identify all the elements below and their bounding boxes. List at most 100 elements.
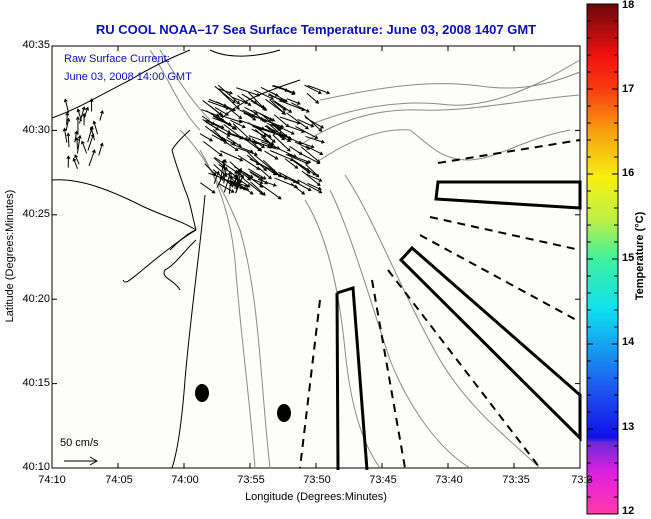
coastline [51,49,301,469]
restricted-zones [335,180,582,471]
current-vector [220,150,244,162]
current-vector [236,87,261,97]
current-vector [78,106,86,124]
current-vectors [62,84,331,200]
current-vector [216,175,224,188]
current-vector [63,98,70,113]
current-vector [260,86,279,97]
current-vector [260,136,277,150]
current-vector [210,105,224,118]
current-vector [269,124,282,136]
colorbar-tick-label: 18 [622,0,635,11]
current-vector [297,179,323,194]
current-vector [301,170,321,186]
current-vector [258,112,276,122]
current-vector [88,149,96,167]
current-vector [219,158,226,181]
current-vector [226,136,242,148]
x-axis-title: Longitude (Degrees:Minutes) [245,491,387,503]
current-vector [295,125,319,139]
current-vector [251,128,267,138]
current-vector [262,159,282,178]
current-vector [223,170,232,193]
current-vector [200,182,216,194]
current-vector [261,114,282,132]
y-tick-label: 40:10 [22,461,50,473]
current-vector [227,132,244,140]
x-tick-label: 74:00 [171,474,199,486]
current-vector [87,133,95,151]
current-vector [249,170,264,180]
current-vector [305,135,325,144]
current-vector [98,142,104,156]
marker-dot [277,404,291,422]
x-tick-label: 74:10 [38,474,66,486]
y-tick-label: 40:30 [22,124,50,136]
current-vector [66,132,71,148]
current-vector [99,109,104,121]
current-vector [284,158,299,169]
x-tick-label: 73:55 [237,474,265,486]
current-vector [92,120,99,135]
current-vector [228,174,233,195]
current-vector [297,151,321,165]
current-vector [264,150,279,160]
current-vector [230,177,254,195]
current-vector [202,140,223,157]
current-vector [292,179,312,192]
current-vector [235,168,241,190]
current-vector [87,125,94,143]
current-vector [241,176,264,195]
current-vector [230,119,246,129]
current-vector [307,182,322,191]
current-vector [287,153,312,164]
current-vector [76,134,82,154]
current-vector [269,99,286,115]
legend-current-time: June 03, 2008 14:00 GMT [64,71,192,83]
current-vector [239,109,256,118]
colorbar-tick-label: 13 [622,421,635,433]
x-tick-label: 73:40 [435,474,463,486]
current-vector [304,84,322,95]
current-vector [248,139,274,149]
current-vector [307,85,331,95]
current-vector [72,157,78,169]
current-vector [306,173,323,182]
legend-current-label: Raw Surface Current: [64,53,170,65]
current-vector [286,112,309,130]
colorbar-tick-label: 16 [622,167,635,179]
current-vector [65,117,71,132]
current-vector [215,114,236,130]
current-vector [211,129,224,141]
x-tick-label: 73:3 [571,474,593,486]
current-vector [213,170,220,185]
current-vector [224,141,239,152]
x-tick-label: 73:35 [502,474,530,486]
current-vector [254,89,275,100]
current-vector [207,100,230,110]
current-vector [306,92,320,104]
x-tick-label: 74:05 [105,474,133,486]
colorbar-title: Temperature (°C) [634,211,646,301]
x-tick-label: 73:45 [369,474,397,486]
current-vector [74,154,80,165]
current-vector [274,177,299,189]
current-vector [237,147,258,156]
current-vector [232,123,252,141]
current-vector [245,96,267,110]
chart-title: RU COOL NOAA–17 Sea Surface Temperature:… [95,22,537,37]
current-vector [242,109,268,123]
current-vector [304,114,323,132]
y-axis-title: Latitude (Degrees:Minutes) [4,189,16,323]
shipping-lanes [299,139,581,469]
current-vector [235,174,244,194]
current-vector [75,116,80,135]
current-vector [257,178,277,187]
current-vector [83,106,89,119]
current-vector [294,141,311,150]
current-vector [237,154,261,170]
current-vector [62,127,68,143]
current-vector [204,163,217,176]
current-vector [291,102,310,113]
y-tick-label: 40:15 [22,377,50,389]
